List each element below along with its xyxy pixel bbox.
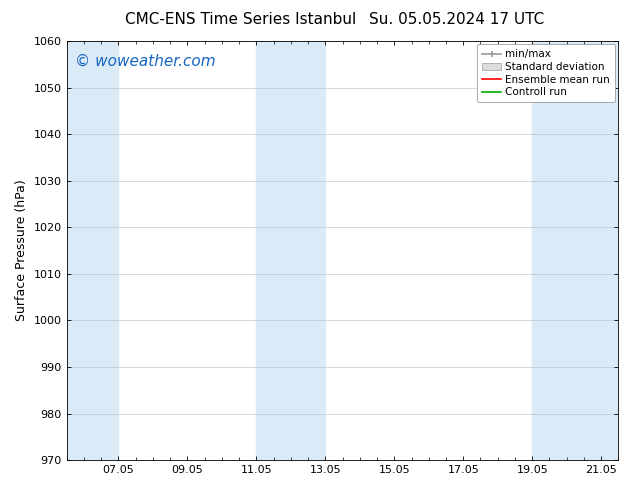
Y-axis label: Surface Pressure (hPa): Surface Pressure (hPa) (15, 180, 28, 321)
Bar (67, 41, 119, 460)
Text: © woweather.com: © woweather.com (75, 53, 216, 69)
Bar (532, 41, 619, 460)
Text: Su. 05.05.2024 17 UTC: Su. 05.05.2024 17 UTC (369, 12, 544, 27)
Legend: min/max, Standard deviation, Ensemble mean run, Controll run: min/max, Standard deviation, Ensemble me… (477, 44, 616, 102)
Text: CMC-ENS Time Series Istanbul: CMC-ENS Time Series Istanbul (126, 12, 356, 27)
Bar (256, 41, 325, 460)
